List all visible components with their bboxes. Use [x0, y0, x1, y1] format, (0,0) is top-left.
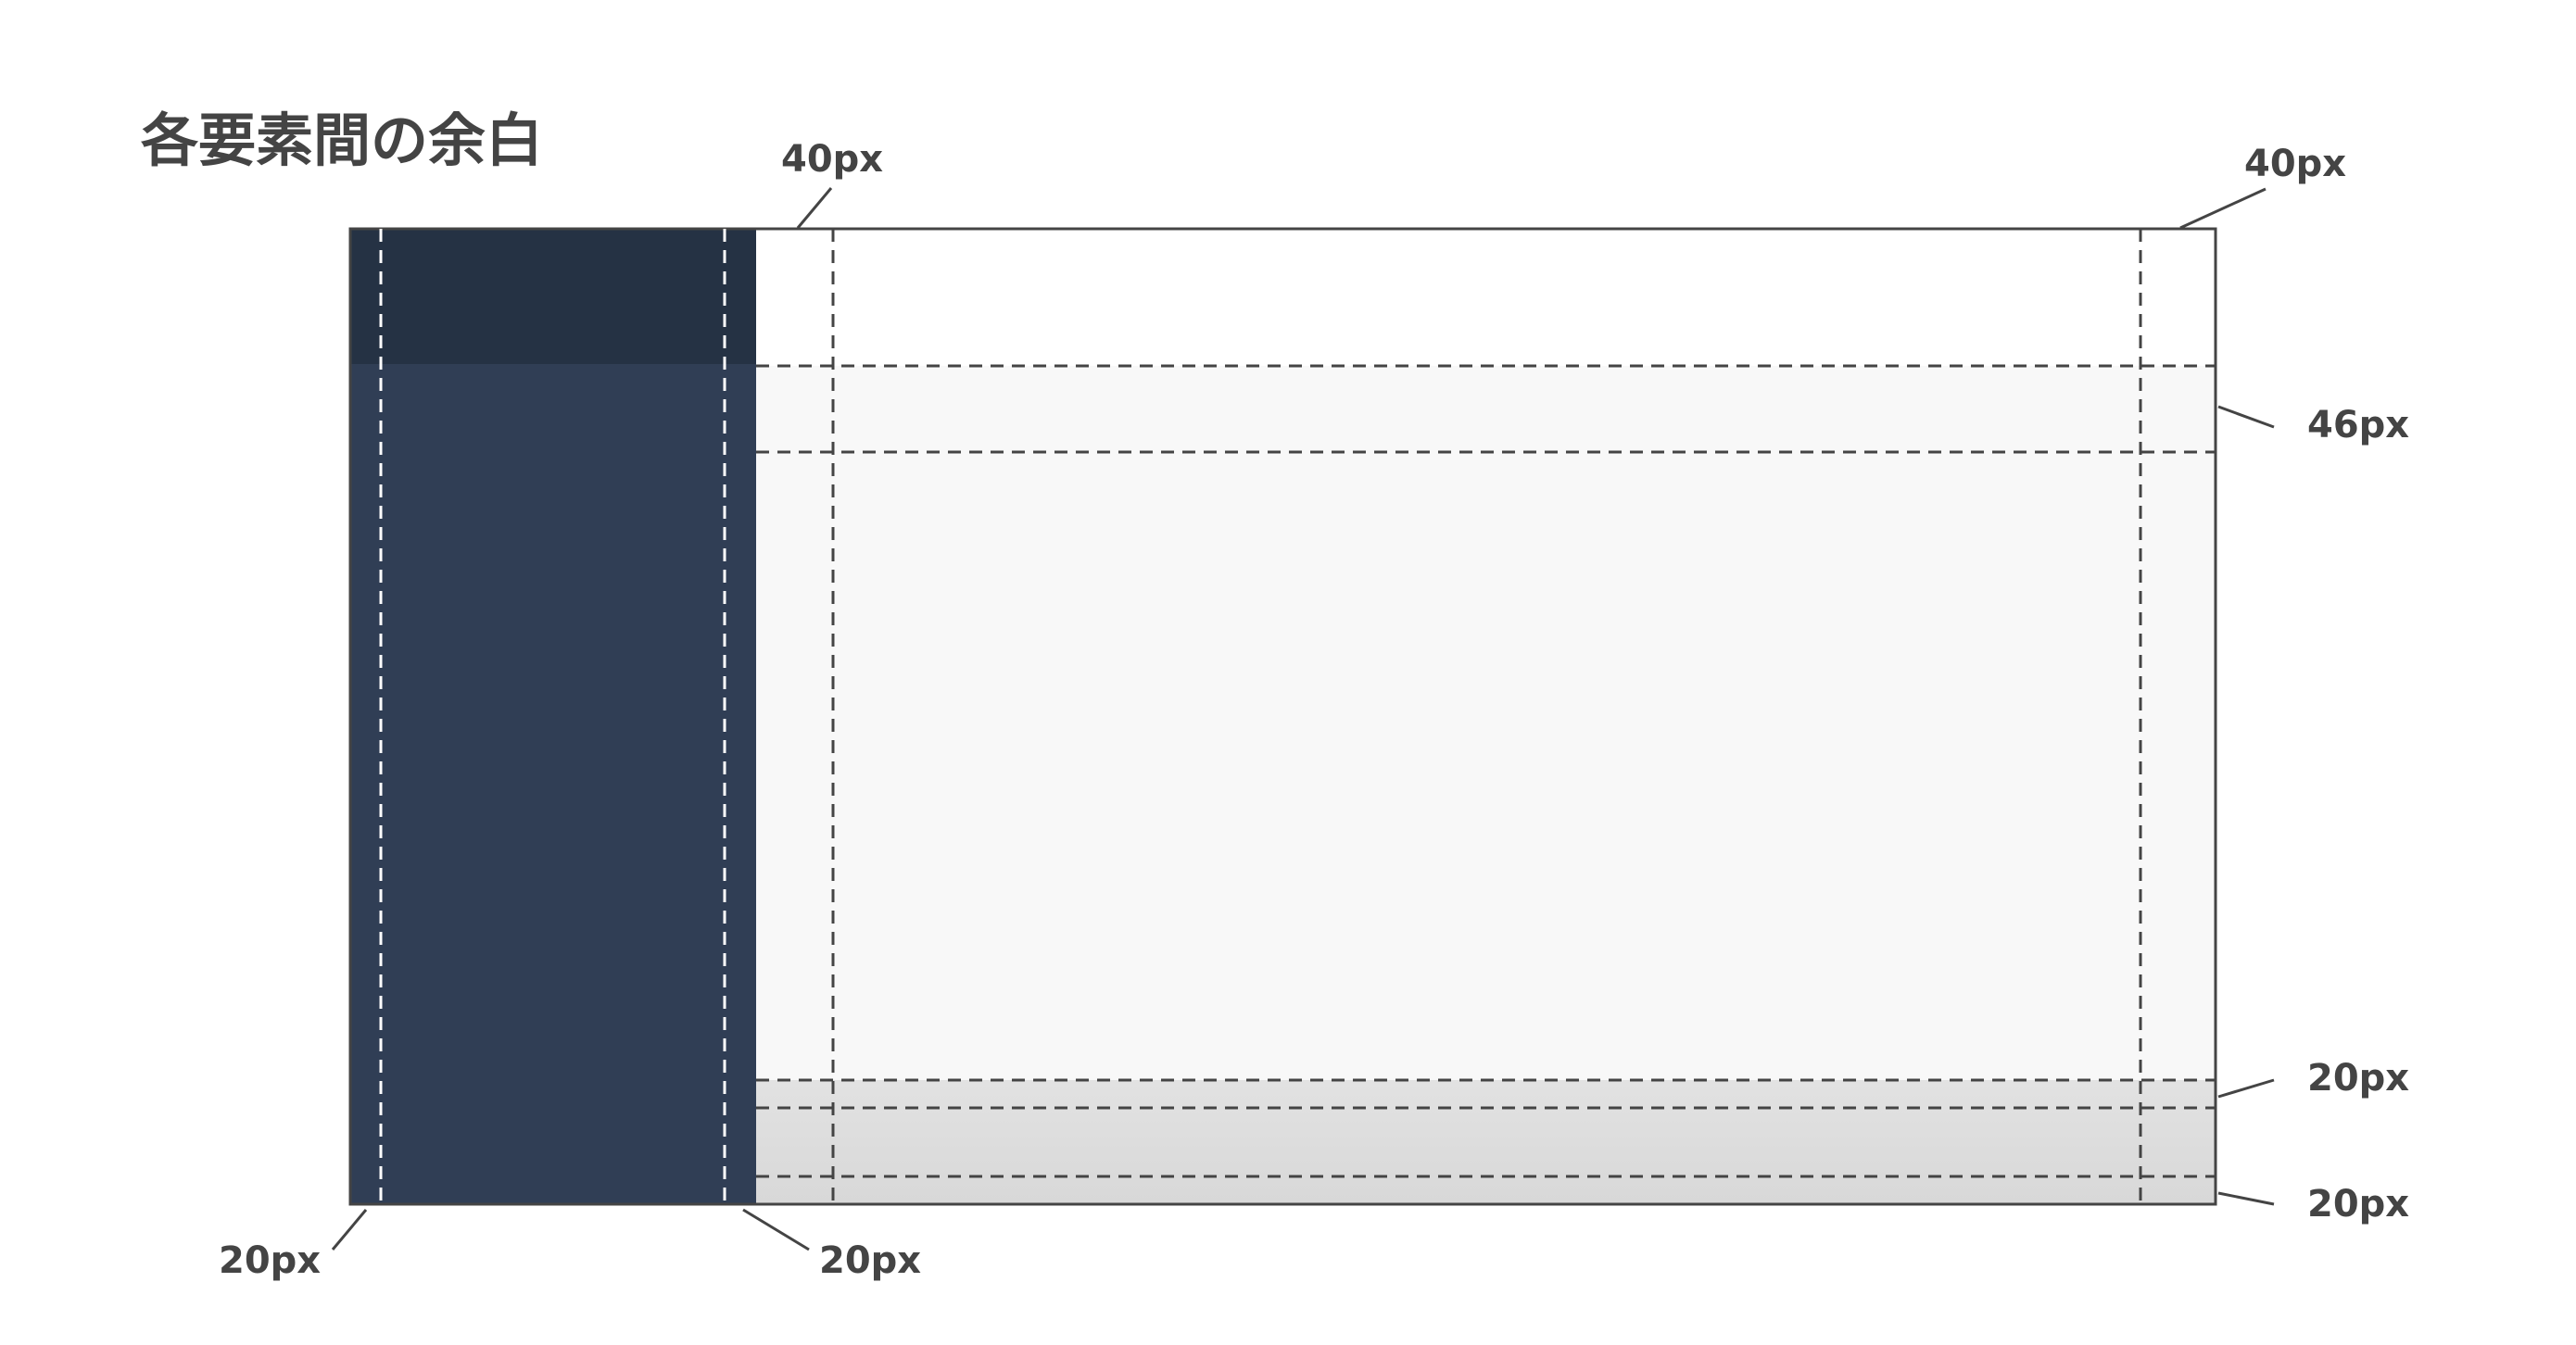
leader-line — [796, 187, 833, 229]
leader-line — [331, 1209, 368, 1251]
leader-line — [742, 1208, 810, 1251]
leader-line — [2179, 187, 2267, 230]
annotation-label: 40px — [781, 138, 883, 181]
sidebar — [350, 229, 756, 1204]
leader-line — [2217, 1078, 2275, 1099]
annotation-label: 20px — [2307, 1057, 2409, 1100]
title: 各要素間の余白 — [141, 107, 543, 174]
annotation-label: 40px — [2244, 143, 2346, 185]
frame-border — [348, 227, 2217, 1206]
annotation-label: 46px — [2307, 404, 2409, 446]
leader-line — [2217, 405, 2275, 429]
annotation-label: 20px — [2307, 1183, 2409, 1226]
footer-area — [756, 1080, 2216, 1204]
content-area — [756, 366, 2216, 1080]
annotation-label: 20px — [819, 1239, 921, 1282]
sidebar-header — [350, 229, 756, 364]
guides — [379, 229, 2216, 1204]
annotations: 40px 40px 46px 20px 20px 20px 20px — [219, 138, 2409, 1282]
annotation-label: 20px — [219, 1239, 321, 1282]
layout-frame — [348, 227, 2217, 1206]
leader-line — [2217, 1191, 2275, 1206]
